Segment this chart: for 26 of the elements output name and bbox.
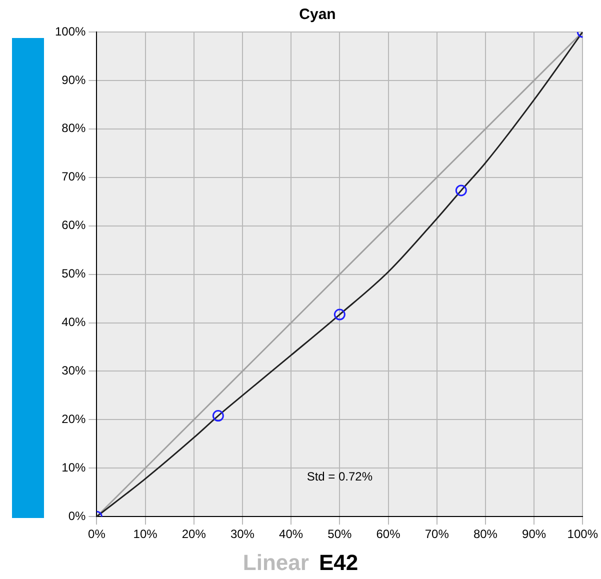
x-tick-label: 50% (328, 527, 352, 542)
x-tick-label: 100% (567, 527, 598, 542)
text: Linear (242, 550, 309, 575)
y-tick-label: 0% (68, 508, 86, 523)
x-tick-label: 60% (376, 527, 401, 542)
y-tick-label: 30% (62, 364, 86, 378)
x-tick-label: 40% (279, 527, 304, 542)
text: E42 (318, 550, 358, 575)
x-tick-label: 10% (133, 527, 158, 542)
y-tick-label: 50% (62, 266, 86, 281)
y-tick-label: 70% (62, 170, 86, 184)
y-tick-label: 60% (62, 218, 86, 232)
y-tick-label: 90% (62, 72, 86, 87)
y-tick-label: 80% (62, 121, 86, 136)
y-tick-label: 10% (62, 460, 86, 474)
x-tick-label: 70% (424, 527, 450, 542)
x-tick-label: 80% (473, 527, 498, 542)
x-tick-label: 90% (522, 527, 546, 542)
x-tick-label: 30% (230, 527, 255, 542)
chart-title: Cyan (299, 6, 336, 24)
x-tick-label: 20% (182, 527, 206, 542)
y-tick-label: 20% (62, 412, 86, 426)
y-tick-label: 40% (62, 315, 86, 330)
x-tick-label: 0% (88, 527, 106, 542)
y-tick-label: 100% (54, 24, 86, 38)
annotation: Std = 0.72% (306, 470, 373, 484)
